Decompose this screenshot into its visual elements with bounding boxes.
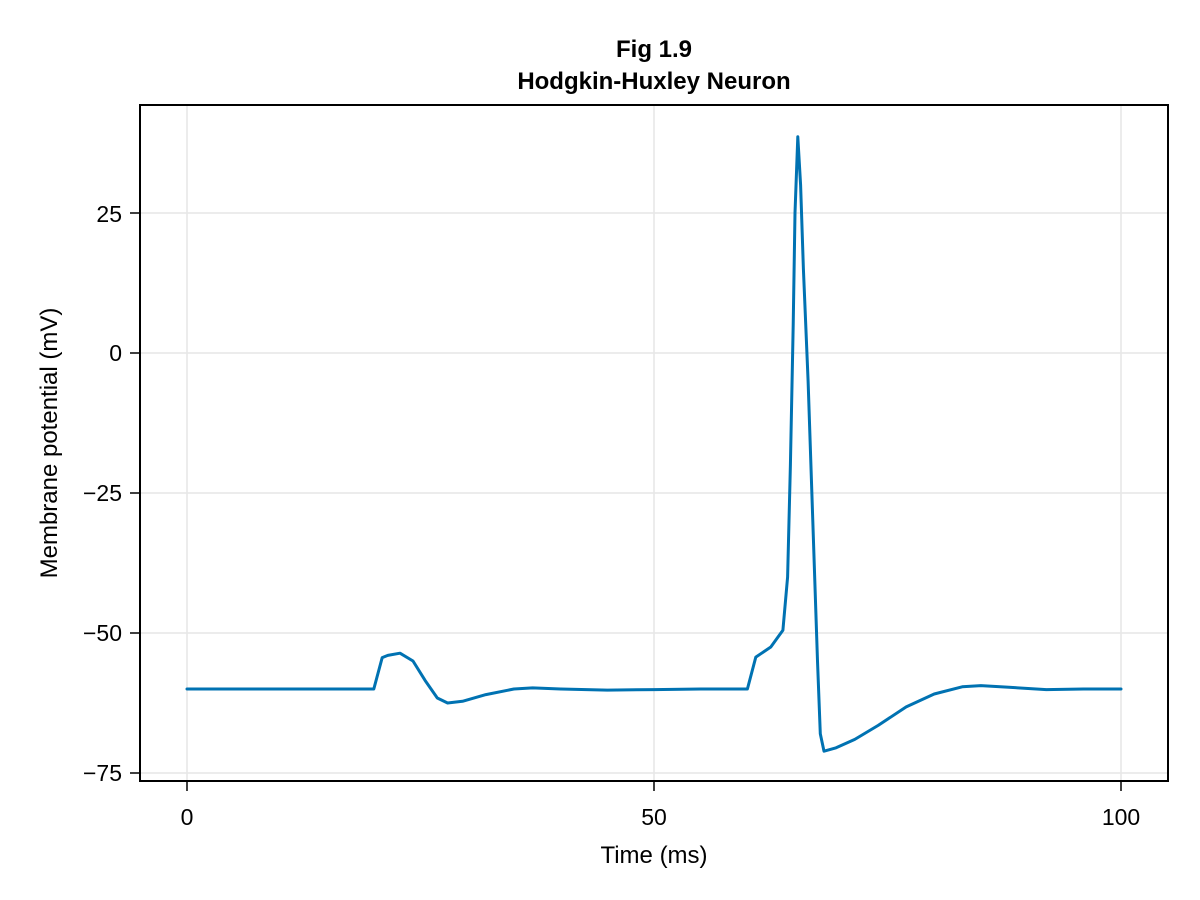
y-tick-label: −25 xyxy=(83,480,122,506)
y-tick-label: −75 xyxy=(83,760,122,786)
y-tick-label: −50 xyxy=(83,620,122,646)
chart-title: Fig 1.9 xyxy=(615,36,693,63)
x-axis: 0 50 100 Time (ms) xyxy=(181,804,1141,869)
membrane-potential-line xyxy=(185,135,1123,753)
y-axis: 25 0 −25 −50 −75 Membrane potential (mV) xyxy=(36,201,122,786)
x-tick-label: 0 xyxy=(181,804,194,830)
y-tick-label: 0 xyxy=(109,340,122,366)
chart-subtitle: Hodgkin-Huxley Neuron xyxy=(517,68,791,95)
axis-ticks xyxy=(130,212,1122,791)
x-axis-label: Time (ms) xyxy=(600,842,707,869)
x-tick-label: 50 xyxy=(641,804,667,830)
y-axis-label: Membrane potential (mV) xyxy=(36,308,63,579)
grid-lines xyxy=(140,105,1168,781)
y-tick-label: 25 xyxy=(96,201,122,227)
x-tick-label: 100 xyxy=(1102,804,1140,830)
